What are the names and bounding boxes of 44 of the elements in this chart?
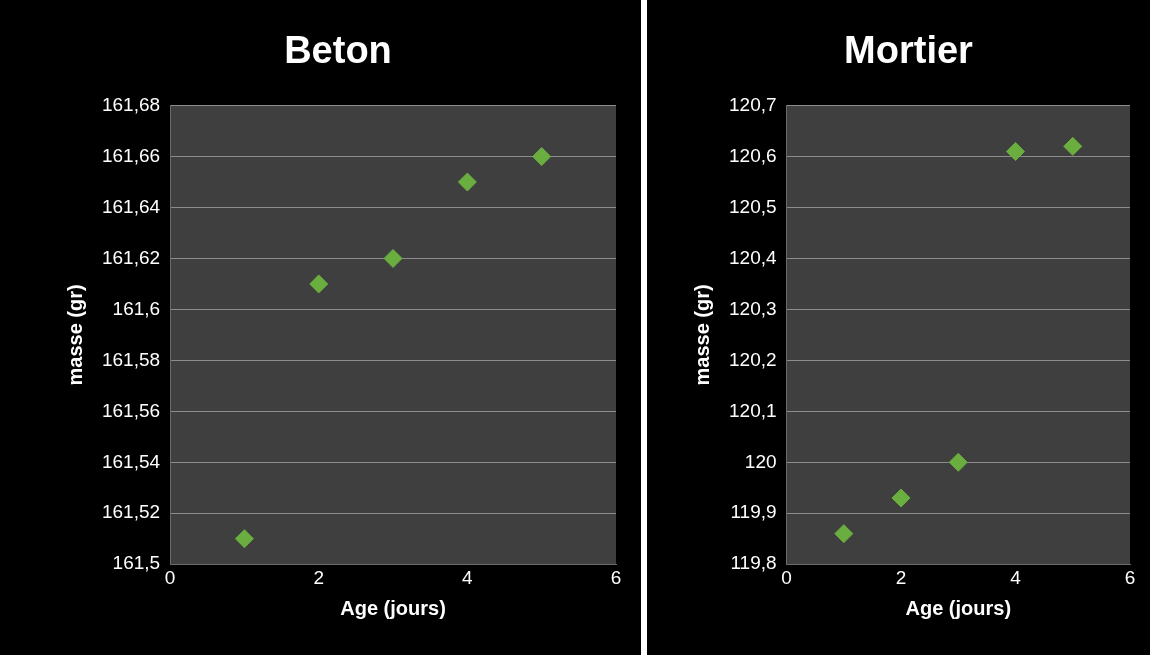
point (891, 488, 911, 508)
y-tick-label: 161,66 (101, 144, 161, 166)
chart-title: Mortier (844, 29, 974, 72)
x-tick-label: 0 (164, 566, 176, 588)
y-tick-label: 120,7 (729, 93, 777, 115)
y-tick-label: 120,6 (729, 144, 777, 166)
point (834, 524, 854, 544)
point (1063, 136, 1083, 156)
y-tick-label: 120,1 (729, 399, 777, 421)
x-tick-label: 2 (895, 566, 907, 588)
y-tick-label: 161,58 (101, 348, 161, 370)
chart-title: Beton (284, 29, 392, 72)
x-tick-label: 2 (313, 566, 325, 588)
y-tick-label: 120,3 (729, 297, 777, 319)
point (457, 172, 477, 192)
y-tick-label: 161,56 (101, 399, 161, 421)
y-tick-label: 161,68 (101, 93, 161, 115)
y-tick-label: 119,8 (730, 552, 777, 574)
y-tick-label: 161,5 (112, 552, 161, 574)
y-tick-label: 161,6 (112, 297, 161, 319)
point (309, 274, 329, 294)
y-tick-label: 161,64 (101, 195, 161, 217)
y-tick-label: 120,5 (729, 195, 777, 217)
x-tick-label: 6 (610, 566, 622, 588)
y-tick-label: 161,54 (101, 450, 161, 472)
y-tick-label: 161,52 (101, 501, 161, 523)
x-tick-label: 4 (462, 566, 474, 588)
y-tick-label: 120,2 (729, 348, 777, 370)
y-tick-label: 120 (744, 450, 777, 472)
x-axis-title: Age (jours) (340, 596, 446, 619)
point (383, 248, 403, 268)
y-tick-label: 120,4 (729, 246, 777, 268)
x-axis-title: Age (jours) (905, 596, 1012, 619)
y-axis-title: masse (gr) (63, 284, 86, 386)
y-tick-label: 161,62 (101, 246, 161, 268)
x-tick-label: 4 (1010, 566, 1022, 588)
x-tick-label: 6 (1124, 566, 1136, 588)
point (1006, 141, 1026, 161)
y-axis-title: masse (gr) (690, 284, 713, 386)
x-tick-label: 0 (781, 566, 792, 588)
point (532, 147, 552, 167)
y-tick-label: 119,9 (730, 501, 777, 523)
point (948, 452, 968, 472)
point (234, 529, 254, 549)
